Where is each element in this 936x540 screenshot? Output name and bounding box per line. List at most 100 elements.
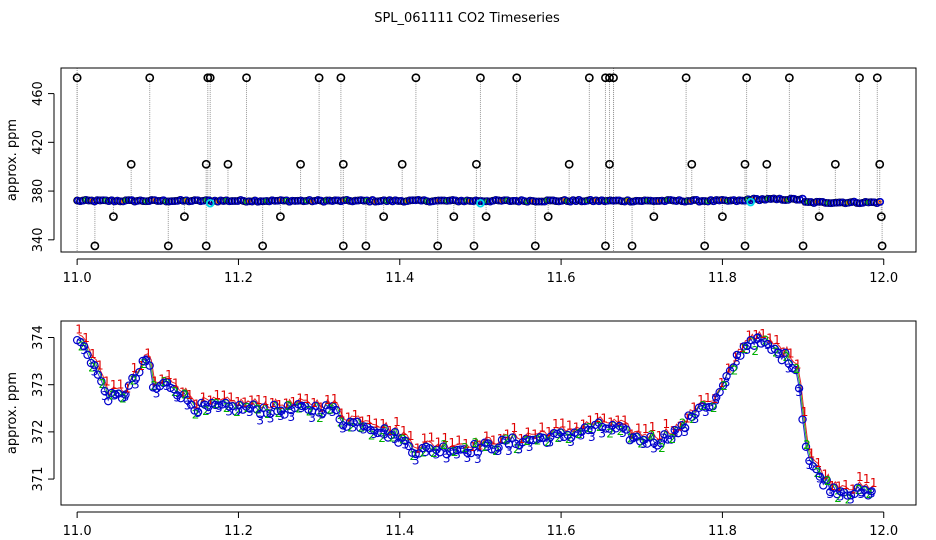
bottom-point-label-1: 1	[407, 429, 415, 443]
bottom-point-label-2: 2	[285, 399, 293, 413]
bottom-point-label-1: 1	[600, 412, 608, 426]
bottom-point-circle	[145, 361, 154, 370]
bottom-point-label-1: 1	[697, 393, 705, 407]
bottom-point-label-2: 2	[782, 350, 790, 364]
top-spike-point	[72, 73, 82, 83]
bottom-point-label-2: 2	[751, 344, 759, 358]
bottom-point-label-2: 2	[264, 407, 272, 421]
bottom-point-label-1: 1	[649, 420, 657, 434]
bottom-point-circle	[781, 348, 790, 358]
top-spike-point	[275, 212, 285, 222]
bottom-point-label-1: 1	[690, 400, 698, 414]
bottom-point-circle	[314, 408, 324, 417]
bottom-point-label-1: 1	[283, 397, 291, 411]
bottom-point-label-3: 3	[598, 427, 606, 441]
bottom-point-label-1: 1	[82, 331, 90, 345]
bottom-point-label-2: 2	[78, 339, 86, 353]
bottom-point-circle	[124, 381, 134, 390]
bottom-point-label-3: 3	[515, 443, 523, 457]
bottom-point-circle	[497, 435, 507, 445]
bottom-point-label-1: 1	[345, 410, 353, 424]
bottom-point-label-1: 1	[448, 436, 456, 450]
bottom-point-label-2: 2	[513, 442, 521, 456]
top-spike-point	[180, 212, 189, 222]
bottom-point-label-3: 3	[547, 436, 555, 450]
bottom-point-label-1: 1	[614, 413, 622, 427]
bottom-point-label-2: 2	[440, 438, 448, 452]
bottom-point-label-2: 2	[389, 430, 397, 444]
bottom-point-label-1: 1	[386, 424, 394, 438]
bottom-point-circle	[83, 350, 92, 360]
top-spike-point	[201, 241, 211, 251]
bottom-point-circle	[380, 424, 389, 433]
top-x-tick-label: 12.0	[869, 271, 898, 286]
bottom-x-axis: 11.0 11.2 11.4 11.6 11.8 12.0	[63, 511, 898, 539]
bottom-point-circle	[169, 384, 179, 394]
top-spike-point	[411, 73, 421, 83]
top-spike-point	[872, 73, 882, 83]
bottom-point-label-1: 1	[739, 341, 747, 355]
bottom-point-label-2: 2	[451, 445, 459, 459]
bottom-point-label-3: 3	[132, 377, 140, 391]
bottom-x-tick-label: 11.8	[708, 524, 737, 539]
bottom-point-label-1: 1	[296, 392, 304, 406]
top-spike-point	[700, 241, 710, 251]
bottom-point-label-1: 1	[144, 347, 152, 361]
bottom-point-circle	[708, 402, 717, 411]
bottom-point-label-1: 1	[752, 328, 760, 342]
bottom-point-circle	[528, 435, 538, 445]
bottom-point-label-3: 3	[826, 487, 834, 501]
bottom-point-label-3: 3	[464, 451, 472, 465]
top-spike-point	[449, 212, 459, 222]
bottom-plot-frame	[60, 320, 917, 506]
bottom-point-label-1: 1	[213, 388, 221, 402]
bottom-point-label-2: 2	[202, 404, 210, 418]
bottom-point-label-1: 1	[842, 478, 850, 492]
bottom-point-label-2: 2	[212, 397, 220, 411]
bottom-point-label-2: 2	[554, 431, 562, 445]
bottom-point-label-2: 2	[482, 440, 490, 454]
bottom-point-label-1: 1	[186, 388, 194, 402]
top-y-axis: 340 380 420 460	[31, 81, 55, 252]
bottom-point-circle	[680, 423, 690, 433]
bottom-point-circle	[97, 377, 106, 386]
top-spike-point	[609, 73, 618, 83]
bottom-point-label-1: 1	[331, 392, 339, 406]
bottom-point-label-1: 1	[511, 421, 519, 435]
bottom-point-label-3: 3	[484, 439, 492, 453]
bottom-point-circle	[269, 400, 279, 410]
bottom-point-label-2: 2	[223, 401, 231, 415]
bottom-point-label-1: 1	[676, 419, 684, 433]
bottom-point-circle	[656, 438, 666, 448]
top-spike-point	[740, 159, 750, 169]
top-y-axis-label: approx. ppm	[5, 119, 20, 201]
bottom-point-circle	[822, 475, 831, 485]
bottom-point-label-3: 3	[795, 385, 803, 399]
bottom-point-label-2: 2	[731, 363, 739, 377]
bottom-point-circle	[667, 435, 676, 444]
bottom-point-label-2: 2	[617, 424, 625, 438]
top-spike-point	[830, 159, 840, 169]
bottom-point-label-3: 3	[267, 411, 275, 425]
bottom-point-label-3: 3	[588, 430, 596, 444]
bottom-x-tick-label: 11.6	[547, 524, 576, 539]
bottom-point-label-2: 2	[523, 434, 531, 448]
bottom-point-label-1: 1	[642, 422, 650, 436]
top-x-axis: 11.0 11.2 11.4 11.6 11.8 12.0	[63, 258, 898, 286]
bottom-point-label-2: 2	[347, 421, 355, 435]
bottom-point-label-1: 1	[414, 441, 422, 455]
bottom-point-label-3: 3	[256, 414, 264, 428]
bottom-point-label-2: 2	[689, 412, 697, 426]
top-spike-point	[855, 73, 864, 83]
bottom-point-label-2: 2	[461, 441, 469, 455]
bottom-point-circle	[622, 425, 631, 434]
chart-title: SPL_061111 CO2 Timeseries	[374, 11, 560, 26]
bottom-point-label-1: 1	[773, 333, 781, 347]
bottom-point-label-2: 2	[627, 431, 635, 445]
bottom-point-label-1: 1	[421, 432, 429, 446]
bottom-point-label-2: 2	[368, 429, 376, 443]
bottom-point-label-3: 3	[412, 453, 420, 467]
bottom-point-label-1: 1	[497, 432, 505, 446]
